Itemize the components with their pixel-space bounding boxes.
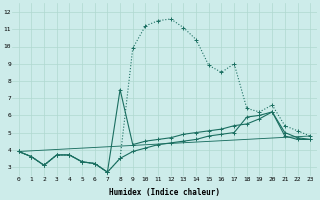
X-axis label: Humidex (Indice chaleur): Humidex (Indice chaleur) [109,188,220,197]
